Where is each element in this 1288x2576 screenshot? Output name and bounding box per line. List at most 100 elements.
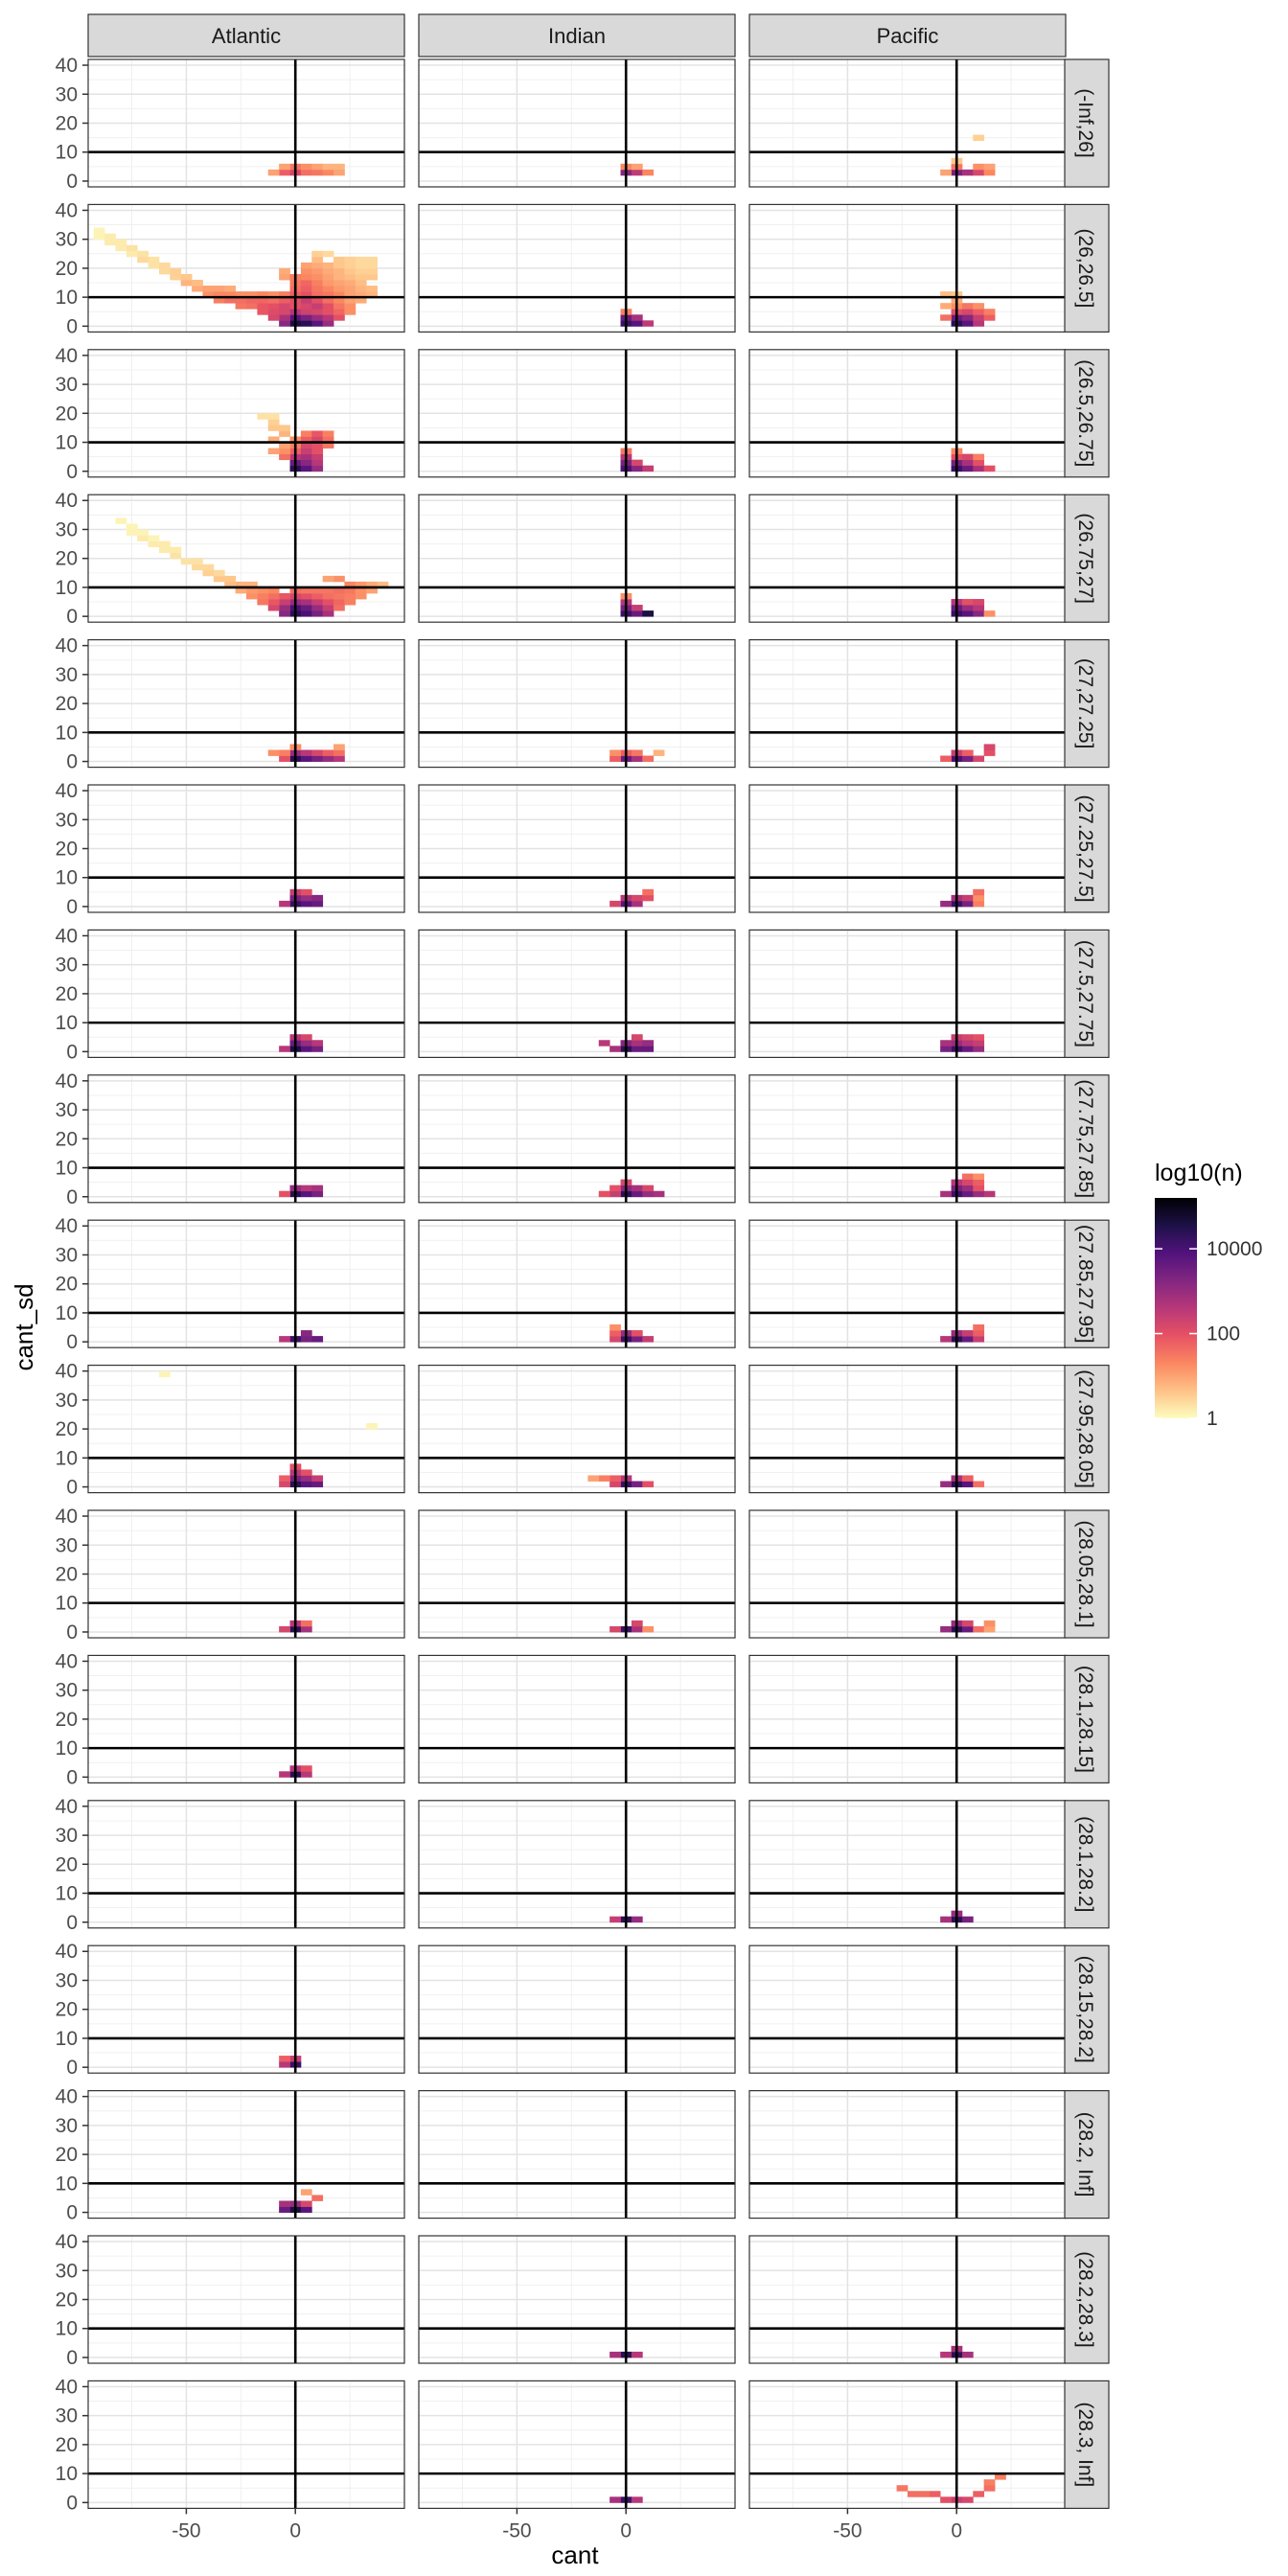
heatmap-cell [344,592,356,600]
heatmap-cell [322,303,334,310]
heatmap-cell [973,459,985,467]
panels-layer [87,58,1067,2509]
row-strip [1064,1800,1110,1929]
heatmap-cell [961,314,974,321]
heatmap-cell [598,1475,610,1482]
heatmap-cell [300,267,312,275]
heatmap-cell [279,2056,290,2062]
facet-panel [88,785,404,912]
heatmap-cell [973,309,985,315]
heatmap-cell [311,169,324,176]
heatmap-cell [940,1916,952,1923]
heatmap-cell [279,1190,290,1198]
facet-panel [419,1220,735,1348]
facet-panel [419,1365,735,1493]
heatmap-cell [983,169,996,176]
row-strip-label: (27.95,28.05] [1074,1369,1096,1488]
y-tick-label: 40 [56,1361,78,1383]
heatmap-cell [344,599,356,606]
facet-panel [419,59,735,187]
heatmap-cell [973,1179,985,1186]
heatmap-cell [322,749,334,756]
panel-border [418,638,736,769]
y-tick-label: 20 [56,1999,78,2021]
heatmap-cell [631,1620,643,1627]
heatmap-cell [961,1330,974,1337]
heatmap-cell [334,267,345,275]
heatmap-cell [961,1475,974,1482]
heatmap-cell [148,256,160,264]
heatmap-cell [366,286,378,292]
heatmap-cell [311,586,324,594]
heatmap-cell [334,749,345,756]
heatmap-cell [940,755,952,762]
heatmap-cell [311,448,324,455]
heatmap-cell [267,419,280,426]
y-tick-label: 20 [56,2434,78,2456]
heatmap-cell [983,749,996,756]
heatmap-cell [311,163,324,171]
heatmap-cell [973,303,985,310]
heatmap-cell [961,1034,974,1041]
row-strip-label: (27.85,27.95] [1074,1225,1096,1344]
heatmap-cell [170,267,182,275]
heatmap-cell [322,755,334,762]
heatmap-cell [311,894,324,902]
heatmap-cell [311,1336,324,1343]
heatmap-cell [279,297,290,304]
heatmap-cell [311,442,324,448]
heatmap-cell [267,436,280,443]
heatmap-cell [257,592,269,600]
y-tick-label: 0 [66,2347,78,2369]
facet-panel [749,204,1066,333]
heatmap-cell [334,586,345,594]
heatmap-cell [311,436,324,443]
heatmap-cell [300,1771,312,1778]
y-tick-label: 20 [56,693,78,715]
heatmap-cell [631,755,643,762]
y-tick-label: 20 [56,1853,78,1875]
heatmap-cell [610,900,621,908]
heatmap-cell [257,303,269,310]
heatmap-cell [279,430,290,437]
heatmap-cell [213,575,225,583]
heatmap-cell [334,744,345,750]
heatmap-cell [610,1481,621,1487]
panel-border [418,349,736,478]
heatmap-cell [300,436,312,443]
facet-panel [419,639,735,768]
heatmap-cell [311,267,324,275]
heatmap-cell [235,291,247,298]
heatmap-cell [300,1330,312,1337]
heatmap-cell [961,1620,974,1627]
x-tick-label: -50 [172,2519,200,2542]
heatmap-cell [334,273,345,281]
heatmap-cell [631,1040,643,1046]
y-tick-label: 0 [66,2057,78,2079]
heatmap-cell [246,303,258,310]
facet-panel [419,204,735,333]
facet-panel [419,494,735,623]
heatmap-cell [235,303,247,310]
heatmap-cell [973,1046,985,1052]
heatmap-cell [610,1475,621,1482]
heatmap-cell [973,453,985,461]
facet-panel [88,2380,404,2509]
y-tick-label: 0 [66,1477,78,1499]
heatmap-cell [148,540,160,548]
heatmap-cell [213,297,225,304]
heatmap-cell [311,303,324,310]
facet-panel [419,785,735,912]
heatmap-cell [322,575,334,583]
facet-panel [88,494,404,623]
y-tick-label: 10 [56,2028,78,2050]
facet-panel [749,1655,1066,1783]
heatmap-cell [300,2189,312,2196]
heatmap-cell [355,256,367,264]
heatmap-cell [355,291,367,298]
heatmap-cell [908,2491,919,2497]
row-strip-label: (-Inf,26] [1074,88,1096,157]
y-tick-label: 40 [56,1941,78,1963]
heatmap-cell [631,900,643,908]
heatmap-cell [973,2491,985,2497]
